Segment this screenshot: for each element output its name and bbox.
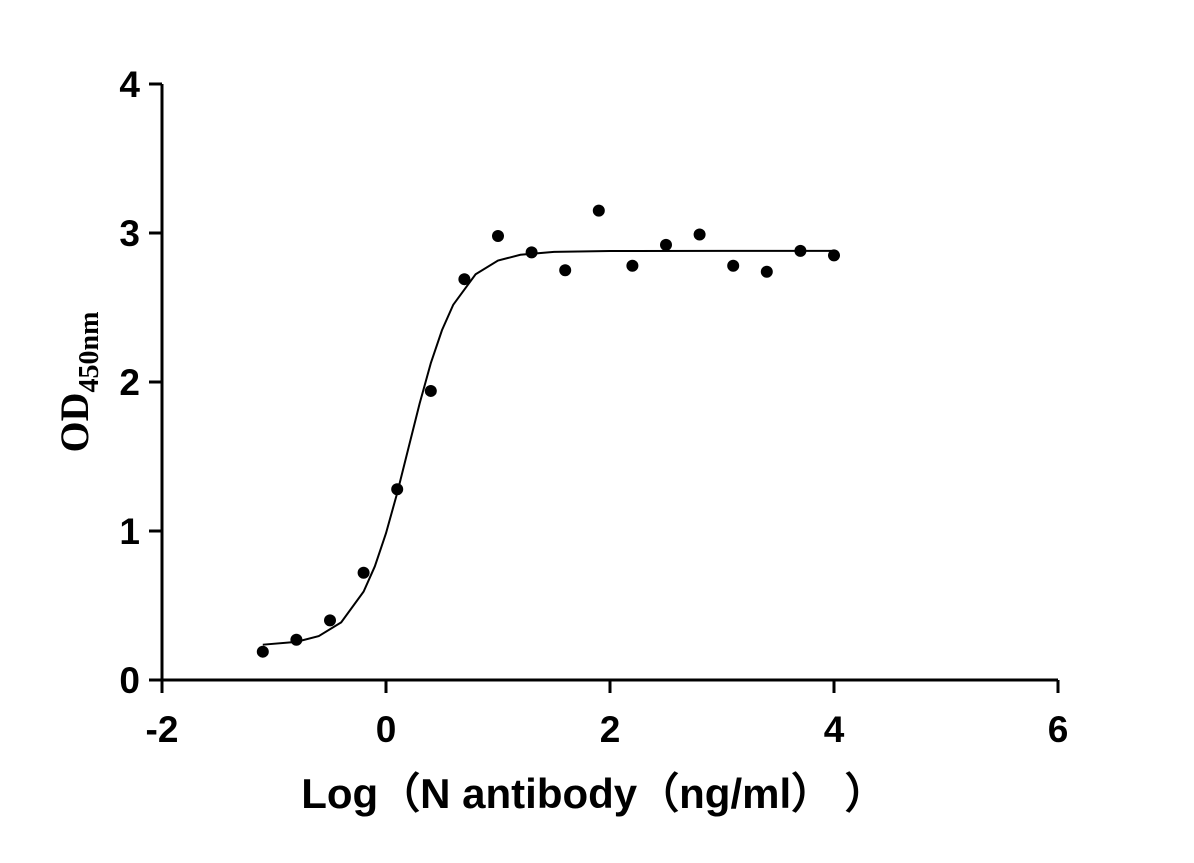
fit-curve bbox=[262, 249, 834, 646]
y-tick-label: 1 bbox=[119, 511, 140, 552]
data-point bbox=[256, 645, 269, 658]
data-point bbox=[592, 204, 605, 217]
x-tick-label: 2 bbox=[600, 709, 621, 750]
x-tick-label: 0 bbox=[376, 709, 397, 750]
data-point bbox=[424, 384, 437, 397]
data-point bbox=[357, 566, 370, 579]
y-tick-label: 0 bbox=[119, 660, 140, 701]
data-point bbox=[760, 265, 773, 278]
x-axis-label: Log（N antibody（ng/ml） ） bbox=[301, 770, 887, 817]
data-point bbox=[626, 259, 639, 272]
data-point bbox=[391, 483, 404, 496]
data-point bbox=[290, 633, 303, 646]
y-tick-label: 4 bbox=[119, 64, 140, 105]
data-point bbox=[693, 228, 706, 241]
y-tick-label: 3 bbox=[119, 213, 140, 254]
x-tick-label: 6 bbox=[1048, 709, 1069, 750]
data-point bbox=[324, 614, 336, 627]
y-axis-label-subscript: 450nm bbox=[74, 312, 105, 393]
x-tick-label: 4 bbox=[824, 709, 845, 750]
data-point bbox=[828, 249, 840, 262]
data-point bbox=[458, 273, 471, 286]
data-point bbox=[727, 259, 740, 272]
y-tick-label: 2 bbox=[119, 362, 140, 403]
data-point bbox=[660, 238, 672, 251]
x-tick-label: -2 bbox=[146, 709, 179, 750]
data-point bbox=[492, 229, 504, 242]
y-axis-label: OD450nm bbox=[52, 312, 105, 453]
data-point bbox=[794, 244, 807, 257]
y-axis-label-main: OD bbox=[52, 392, 97, 452]
data-point bbox=[559, 264, 572, 277]
data-point bbox=[525, 246, 538, 259]
